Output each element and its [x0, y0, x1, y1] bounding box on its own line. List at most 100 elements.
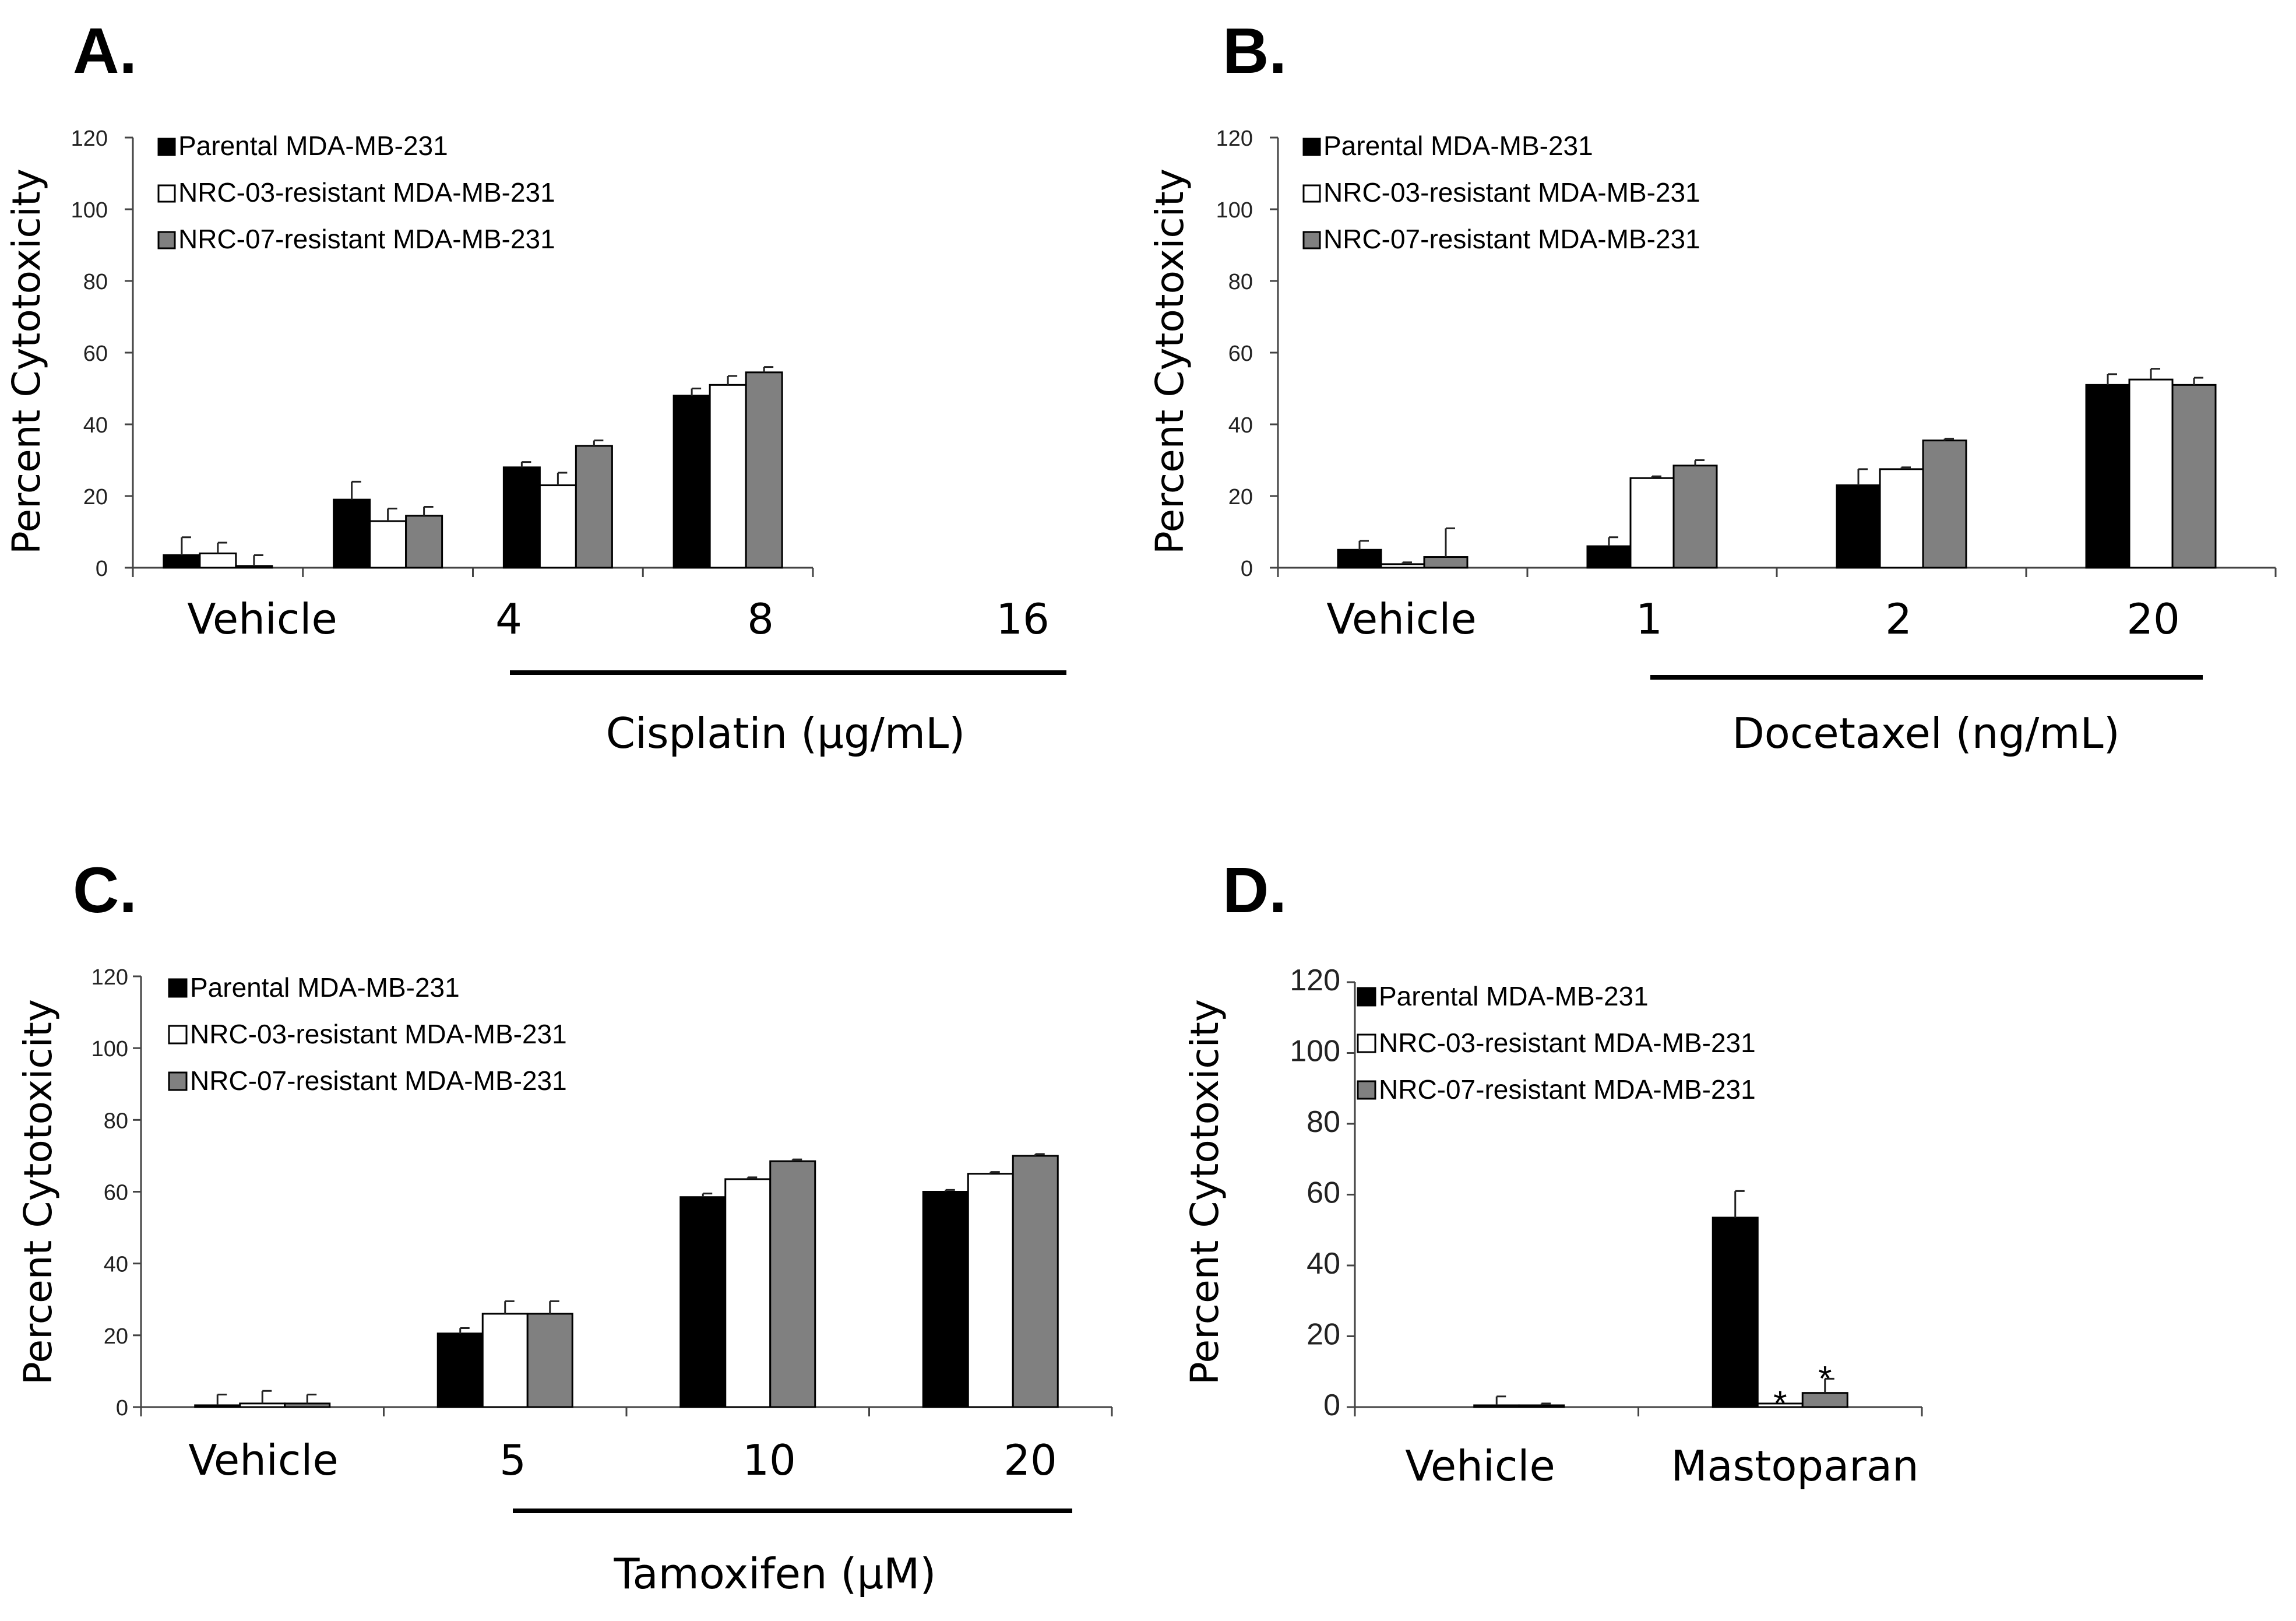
category-label: 5	[499, 1436, 526, 1485]
y-tick-label: 100	[91, 1037, 128, 1061]
legend-swatch	[168, 1025, 188, 1045]
y-axis-label: Percent Cytotoxicity	[4, 168, 49, 554]
y-tick-label: 80	[104, 1109, 128, 1133]
category-label: 8	[747, 595, 774, 644]
y-tick-label: 20	[1228, 485, 1253, 509]
bar-nrc03	[1879, 468, 1924, 569]
legend-swatch	[168, 978, 188, 998]
bar-parental	[436, 1332, 484, 1408]
bar-nrc03	[1473, 1404, 1520, 1408]
legend-label: NRC-07-resistant MDA-MB-231	[178, 224, 555, 254]
bar-nrc03	[709, 384, 747, 569]
y-tick-label: 0	[1241, 557, 1253, 581]
bar-parental	[679, 1196, 727, 1408]
category-label: 4	[495, 595, 522, 644]
bar-nrc03	[1629, 477, 1675, 569]
bar-nrc03	[1380, 563, 1425, 569]
bar-parental	[333, 498, 371, 569]
y-tick-label: 40	[1228, 413, 1253, 438]
drug-label: Docetaxel (ng/mL)	[1732, 709, 2119, 758]
legend-swatch	[157, 231, 176, 249]
bar-nrc07	[2171, 384, 2217, 569]
significance-asterisk: *	[1773, 1384, 1787, 1423]
legend-swatch	[1357, 1033, 1376, 1053]
y-tick-label: 80	[1307, 1105, 1340, 1139]
legend-label: Parental MDA-MB-231	[1379, 981, 1649, 1011]
bar-nrc03	[481, 1313, 529, 1408]
bar-nrc03	[724, 1178, 772, 1408]
legend-label: NRC-03-resistant MDA-MB-231	[1379, 1028, 1756, 1058]
bar-parental	[922, 1191, 969, 1408]
y-tick-label: 100	[71, 198, 108, 223]
category-label: 2	[1885, 595, 1912, 644]
y-tick-label: 0	[96, 557, 108, 581]
significance-asterisk: *	[1818, 1359, 1832, 1398]
bar-nrc03	[538, 484, 577, 569]
legend-label: Parental MDA-MB-231	[190, 972, 460, 1003]
legend-label: NRC-03-resistant MDA-MB-231	[1323, 177, 1700, 208]
y-tick-label: 60	[1307, 1176, 1340, 1210]
bar-parental	[2085, 384, 2131, 569]
y-tick-label: 80	[83, 270, 108, 294]
category-label: Vehicle	[188, 1436, 338, 1485]
bar-nrc03	[2128, 378, 2174, 569]
legend-label: Parental MDA-MB-231	[178, 131, 448, 161]
bar-parental	[1337, 548, 1382, 569]
panel-label: C.	[73, 855, 137, 926]
bar-parental	[1836, 484, 1881, 569]
bar-nrc07	[1672, 465, 1718, 569]
legend-label: NRC-07-resistant MDA-MB-231	[1379, 1074, 1756, 1105]
y-tick-label: 60	[104, 1181, 128, 1205]
bar-nrc07	[1518, 1404, 1565, 1408]
bar-nrc03	[199, 552, 237, 569]
bar-nrc03	[239, 1402, 286, 1408]
panel-label: D.	[1223, 855, 1287, 926]
y-tick-label: 120	[91, 965, 128, 990]
bar-nrc07	[575, 445, 613, 569]
bar-nrc07	[235, 565, 273, 569]
y-tick-label: 80	[1228, 270, 1253, 294]
panel-label: A.	[73, 15, 137, 87]
category-label: Vehicle	[187, 595, 337, 644]
y-tick-label: 0	[1323, 1388, 1340, 1422]
chart-panel-c: C. 0 20 40 60 80 100 120 Percent Cytotoxicity Veh…	[16, 855, 1113, 1598]
y-tick-label: 40	[83, 413, 108, 438]
legend-swatch	[1302, 231, 1321, 249]
bar-nrc07	[405, 515, 443, 569]
y-axis-label: Percent Cytotoxicity	[1147, 168, 1192, 554]
bar-nrc07	[745, 371, 783, 569]
y-axis-label: Percent Cytotoxicity	[1182, 999, 1227, 1385]
y-tick-label: 100	[1216, 198, 1253, 223]
legend-label: NRC-07-resistant MDA-MB-231	[1323, 224, 1700, 254]
bar-nrc03	[967, 1173, 1014, 1408]
legend-swatch	[1357, 987, 1376, 1007]
category-label: 16	[996, 595, 1050, 644]
legend-label: NRC-03-resistant MDA-MB-231	[190, 1019, 567, 1049]
y-tick-label: 0	[116, 1396, 128, 1420]
category-label: 10	[742, 1436, 796, 1485]
bar-nrc03	[369, 520, 407, 569]
category-label: Vehicle	[1405, 1441, 1555, 1490]
y-tick-label: 40	[104, 1253, 128, 1277]
bar-nrc07	[769, 1160, 816, 1408]
legend-swatch	[157, 138, 176, 156]
bar-nrc07	[1922, 439, 1967, 569]
panel-label: B.	[1223, 15, 1287, 87]
bar-nrc07	[1423, 556, 1469, 569]
y-tick-label: 60	[83, 342, 108, 366]
category-label: Mastoparan	[1671, 1441, 1918, 1490]
y-tick-label: 20	[1307, 1318, 1340, 1352]
y-tick-label: 120	[1216, 126, 1253, 151]
category-label: 1	[1636, 595, 1663, 644]
bar-parental	[1712, 1216, 1759, 1408]
drug-label: Cisplatin (µg/mL)	[606, 709, 966, 758]
y-tick-label: 60	[1228, 342, 1253, 366]
bar-nrc07	[284, 1402, 331, 1408]
bar-parental	[672, 395, 711, 569]
bar-parental	[1586, 545, 1632, 569]
legend-swatch	[1302, 138, 1321, 156]
legend-swatch	[157, 184, 176, 203]
bar-parental	[502, 466, 541, 569]
category-label: 20	[2126, 595, 2180, 644]
